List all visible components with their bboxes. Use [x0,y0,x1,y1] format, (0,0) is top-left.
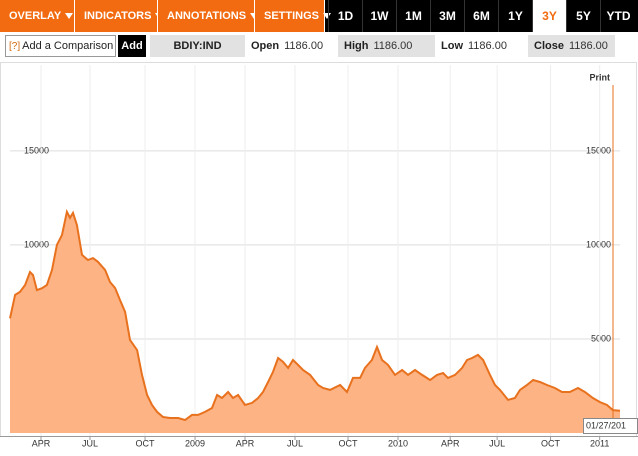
area [10,211,620,433]
menu-label: OVERLAY [9,10,62,22]
x-tick-label: 2009 [185,438,205,448]
field-label: Close [534,40,564,52]
x-tick-label: APR [441,438,460,448]
range-button[interactable]: 1Y [498,0,532,32]
price-line [9,208,621,422]
x-tick-label: OCT [541,438,561,448]
dropdown-arrow [250,13,259,19]
x-tick-label: OCT [136,438,156,448]
quote-field: High 1186.00 [338,35,435,57]
menu-button[interactable]: INDICATORS [75,0,164,32]
menu-label: SETTINGS [264,10,320,22]
range-button[interactable]: 3Y [532,0,566,32]
y-tick-label-right: 5000 [591,333,611,343]
quote-bar: [?] Add a Comparison Add BDIY:IND Open 11… [0,35,638,57]
x-tick-label: APR [32,438,51,448]
field-label: High [344,40,369,52]
field-value: 1186.00 [468,40,507,52]
menu-button[interactable]: OVERLAY [0,0,75,32]
menu-button[interactable]: SETTINGS [255,0,332,32]
x-tick-label: JUL [287,438,303,448]
field-value: 1186.00 [373,40,413,52]
help[interactable]: [?] [9,40,21,52]
x-tick-label: 2010 [388,438,408,448]
range-button[interactable]: 1M [396,0,430,32]
x-tick-label: OCT [339,438,359,448]
range-button[interactable]: 1D [328,0,362,32]
menu-button[interactable]: ANNOTATIONS [158,0,259,32]
ticker: BDIY:IND [150,35,245,57]
toolbar: OVERLAY INDICATORS ANNOTATIONS SETTINGS 1D 1W… [0,0,638,32]
menu-label: INDICATORS [84,10,152,22]
y-tick-label: 15000 [24,145,49,155]
dropdown-arrow [323,13,332,19]
y-tick-label: 10000 [24,239,49,249]
range-button[interactable]: 1W [362,0,396,32]
comparison-input[interactable]: [?] Add a Comparison [5,35,116,57]
y-tick-label-right: 10000 [586,239,611,249]
field-label: Low [441,40,463,52]
range-button[interactable]: 6M [464,0,498,32]
quote-field: Low 1186.00 [435,35,525,57]
range-button[interactable]: YTD [600,0,636,32]
field-value: 1186.00 [284,40,324,52]
placeholder: Add a Comparison [22,40,114,52]
date-label: 01/27/201 [586,420,626,430]
dropdown-arrow [65,13,74,19]
range-button[interactable]: 5Y [566,0,600,32]
x-tick-label: JUL [489,438,505,448]
y-tick-label-right: 15000 [586,145,611,155]
add-button[interactable]: Add [118,35,146,57]
range-button[interactable]: 3M [430,0,464,32]
x-tick-label: 2011 [590,438,609,448]
field-value: 1186.00 [568,40,608,52]
x-tick-label: JUL [82,438,98,448]
menu-label: ANNOTATIONS [167,10,247,22]
x-tick-label: APR [236,438,255,448]
quote-field: Open 1186.00 [245,35,335,57]
print-link: Print [589,72,610,82]
quote-field: Close 1186.00 [528,35,615,57]
field-label: Open [251,40,280,52]
